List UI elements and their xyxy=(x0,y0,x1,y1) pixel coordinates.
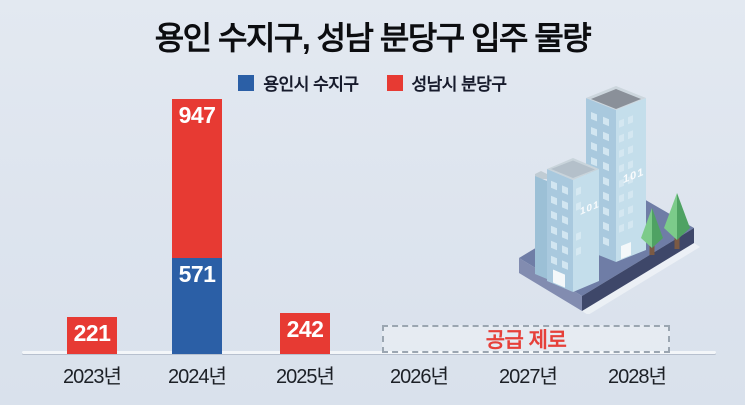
building-window xyxy=(603,146,609,157)
chart-title: 용인 수지구, 성남 분당구 입주 물량 xyxy=(154,20,592,56)
legend: 용인시 수지구 성남시 분당구 xyxy=(0,70,745,95)
building-window xyxy=(628,220,633,230)
building-window xyxy=(603,176,609,187)
building-window xyxy=(591,111,597,122)
building-window xyxy=(628,145,633,155)
building-window xyxy=(603,161,609,172)
x-axis-label-2023년: 2023년 xyxy=(63,366,122,388)
building-window xyxy=(619,118,624,128)
legend-label-suji: 용인시 수지구 xyxy=(263,75,359,94)
tall-building-door xyxy=(621,242,631,260)
bar-value-label: 947 xyxy=(178,102,216,128)
x-axis-label-2027년: 2027년 xyxy=(499,366,558,388)
building-window xyxy=(628,205,633,215)
x-axis-label-2025년: 2025년 xyxy=(276,366,335,388)
legend-swatch-red-icon xyxy=(386,74,403,91)
building-window xyxy=(576,231,581,241)
building-window xyxy=(551,255,557,266)
bar-segment-2025년-성남시 분당구: 242 xyxy=(280,313,330,354)
bar-value-label: 242 xyxy=(286,316,324,342)
tall-building: 101 xyxy=(586,86,646,262)
building-window xyxy=(603,206,609,217)
building-window xyxy=(551,195,557,206)
bar-segment-2024년-성남시 분당구: 947 xyxy=(172,99,222,258)
building-window xyxy=(562,245,568,255)
legend-label-bundang: 성남시 분당구 xyxy=(411,75,508,94)
building-window xyxy=(591,141,597,152)
building-window xyxy=(628,190,633,200)
building-window xyxy=(628,115,633,125)
building-window xyxy=(551,210,557,221)
annex-wing xyxy=(535,171,547,279)
short-building-roof xyxy=(551,160,595,178)
building-window xyxy=(619,208,624,218)
buildings-illustration: 101 101 xyxy=(519,86,700,314)
building-window xyxy=(562,230,568,240)
building-window xyxy=(591,156,597,167)
building-window xyxy=(562,215,568,225)
building-window xyxy=(562,185,568,195)
short-building: 101 xyxy=(547,158,600,292)
building-window xyxy=(576,201,581,211)
building-window xyxy=(591,126,597,137)
building-window xyxy=(576,246,581,256)
bar-segment-2023년-성남시 분당구: 221 xyxy=(67,317,117,354)
tree-small xyxy=(641,208,663,255)
bar-segment-2024년-용인시 수지구: 571 xyxy=(172,258,222,354)
building-window xyxy=(576,186,581,196)
tall-building-roof xyxy=(591,89,641,109)
x-axis-label-2024년: 2024년 xyxy=(168,366,227,388)
x-axis-label-2026년: 2026년 xyxy=(390,366,449,388)
x-axis-label-2028년: 2028년 xyxy=(608,366,667,388)
building-window xyxy=(551,240,557,251)
building-window xyxy=(603,116,609,127)
zero-supply-label: 공급 제로 xyxy=(485,329,567,352)
building-window xyxy=(551,180,557,191)
building-window xyxy=(628,130,633,140)
bar-value-label: 571 xyxy=(178,261,216,287)
legend-swatch-blue-icon xyxy=(238,74,255,91)
building-window xyxy=(628,160,633,170)
legend-item-suji: 용인시 수지구 xyxy=(238,70,359,95)
building-window xyxy=(551,225,557,236)
zero-supply-box: 공급 제로 xyxy=(382,325,670,353)
building-window xyxy=(619,148,624,158)
building-window xyxy=(619,133,624,143)
building-window xyxy=(562,260,568,270)
building-window xyxy=(562,200,568,210)
building-window xyxy=(619,193,624,203)
building-window xyxy=(603,131,609,142)
building-window xyxy=(619,163,624,173)
legend-item-bundang: 성남시 분당구 xyxy=(386,70,508,95)
building-window xyxy=(628,175,633,185)
building-window xyxy=(603,221,609,232)
x-axis-line xyxy=(22,351,716,354)
tree-large xyxy=(664,193,690,249)
short-building-door xyxy=(553,269,565,288)
bar-value-label: 221 xyxy=(73,320,111,346)
building-window xyxy=(603,236,609,247)
building-window xyxy=(603,191,609,202)
building-window xyxy=(619,178,624,188)
building-window xyxy=(619,223,624,233)
